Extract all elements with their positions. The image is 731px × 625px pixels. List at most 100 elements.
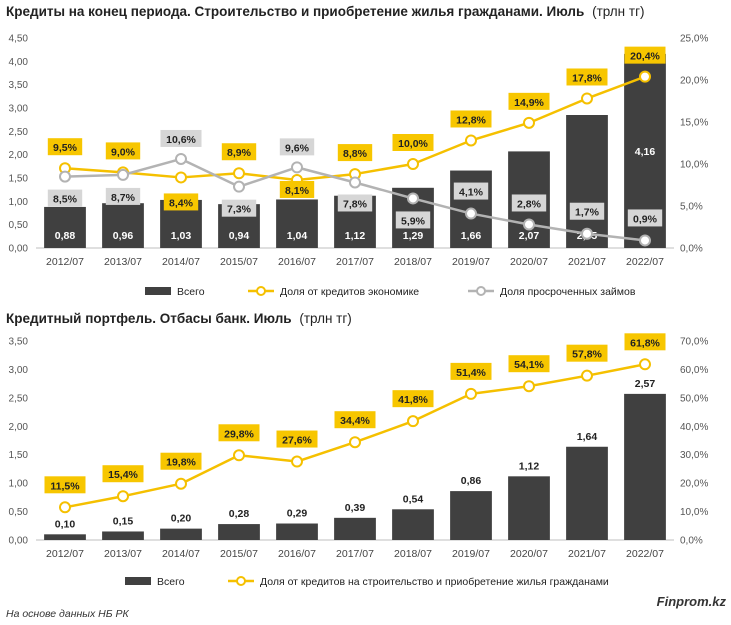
line-value-label-bg (508, 92, 550, 110)
x-tick-label: 2013/07 (104, 256, 142, 268)
x-tick-label: 2016/07 (278, 256, 316, 268)
line-value-label: 0,9% (633, 213, 658, 225)
y-tick-label: 3,50 (9, 80, 29, 91)
x-tick-label: 2019/07 (452, 256, 490, 268)
y2-tick-label: 20,0% (680, 479, 708, 490)
series-point (639, 70, 651, 83)
x-tick-label: 2018/07 (394, 548, 432, 560)
series-point (581, 227, 593, 240)
bar-value-label: 0,86 (461, 475, 482, 487)
line-value-label-bg (337, 144, 373, 162)
line-value-label-bg (508, 355, 550, 373)
line-value-label-bg (450, 362, 492, 380)
line-value-label: 7,8% (343, 198, 368, 210)
series-point (465, 387, 477, 400)
x-tick-label: 2017/07 (336, 548, 374, 560)
y-tick-label: 1,50 (9, 450, 29, 461)
x-tick-label: 2015/07 (220, 548, 258, 560)
legend-label: Доля просроченных займов (500, 286, 636, 298)
legend-label: Всего (177, 286, 205, 298)
legend-swatch-bar (145, 287, 171, 295)
line-value-label: 11,5% (50, 480, 80, 492)
series-point (233, 167, 245, 180)
y-tick-label: 1,50 (9, 174, 29, 185)
x-tick-label: 2020/07 (510, 548, 548, 560)
y-tick-label: 2,50 (9, 393, 29, 404)
bar-value-label: 1,12 (345, 230, 366, 242)
bar-value-label: 0,54 (403, 493, 424, 505)
series-point (291, 455, 303, 468)
y2-tick-label: 25,0% (680, 34, 708, 45)
series-point (59, 501, 71, 514)
series-point (407, 158, 419, 170)
y2-tick-label: 30,0% (680, 450, 708, 461)
y-tick-label: 0,00 (9, 244, 29, 255)
series-point (233, 449, 245, 462)
line-value-label-bg (105, 187, 141, 205)
bar (102, 531, 144, 540)
line-value-label: 9,5% (53, 142, 78, 154)
legend-swatch-bar (125, 577, 151, 585)
x-tick-label: 2020/07 (510, 256, 548, 268)
line-value-label: 1,7% (575, 207, 600, 219)
line-value-label: 10,0% (398, 138, 428, 150)
y-tick-label: 1,00 (9, 479, 29, 490)
series-point (175, 152, 187, 165)
series-point (581, 369, 593, 382)
line-value-label: 2,8% (517, 198, 542, 210)
bar (218, 524, 260, 540)
series-line (64, 363, 646, 509)
series-point (407, 192, 419, 205)
y-tick-label: 2,50 (9, 127, 29, 138)
legend-swatch-marker (236, 576, 246, 586)
line-value-label: 8,1% (285, 185, 310, 197)
line-value-label-bg (221, 199, 257, 217)
legend-swatch-marker (476, 286, 486, 296)
series-point (349, 436, 361, 449)
line-value-label: 29,8% (224, 428, 254, 440)
line-value-label: 8,9% (227, 147, 252, 159)
line-value-label: 8,7% (111, 192, 136, 204)
bar-value-label: 0,15 (113, 515, 134, 527)
line-value-label-bg (392, 134, 434, 151)
line-value-label: 19,8% (166, 457, 196, 469)
legend: Всего Доля от кредитов экономике Доля прос… (145, 286, 636, 298)
x-tick-label: 2013/07 (104, 548, 142, 560)
bar-value-label: 1,66 (461, 230, 482, 242)
bar (450, 491, 492, 540)
line-value-label-bg (627, 209, 663, 227)
legend-label: Доля от кредитов на строительство и прио… (260, 576, 609, 588)
y2-tick-label: 0,0% (680, 244, 703, 255)
bar-value-label: 1,12 (519, 460, 540, 472)
chart1-plot: 0,00 0,50 1,00 1,50 2,00 2,50 3,00 3,50 4,00 4,50… (9, 34, 709, 299)
line-value-label: 8,5% (53, 194, 78, 206)
line-value-label-bg (453, 182, 489, 200)
line-value-label-bg (392, 390, 434, 408)
chart1-title: Кредиты на конец периода. Строительство … (6, 4, 645, 19)
line-value-label: 12,8% (456, 114, 486, 126)
x-tick-label: 2021/07 (568, 256, 606, 268)
y2-tick-label: 0,0% (680, 536, 703, 547)
bar (102, 203, 144, 248)
line-value-label: 57,8% (572, 349, 602, 361)
bar-value-label: 0,88 (55, 230, 76, 242)
y2-tick-label: 10,0% (680, 160, 708, 171)
y-tick-label: 4,00 (9, 57, 29, 68)
legend-swatch-marker (256, 286, 266, 296)
bar-value-label: 0,96 (113, 230, 134, 242)
bar (276, 523, 318, 540)
bar (44, 534, 86, 540)
brand-logo: Finprom.kz (657, 594, 727, 609)
x-tick-label: 2012/07 (46, 548, 84, 560)
line-value-label: 20,4% (630, 51, 660, 63)
x-tick-label: 2022/07 (626, 256, 664, 268)
bar-value-label: 2,07 (519, 230, 540, 242)
x-tick-label: 2016/07 (278, 548, 316, 560)
bar-value-label: 4,16 (635, 146, 656, 158)
y2-tick-label: 70,0% (680, 337, 708, 348)
bar-value-label: 1,29 (403, 230, 424, 242)
line-value-label-bg (624, 46, 666, 64)
series-point (233, 180, 245, 193)
line-value-label-bg (450, 110, 492, 128)
line-value-label-bg (276, 430, 318, 448)
